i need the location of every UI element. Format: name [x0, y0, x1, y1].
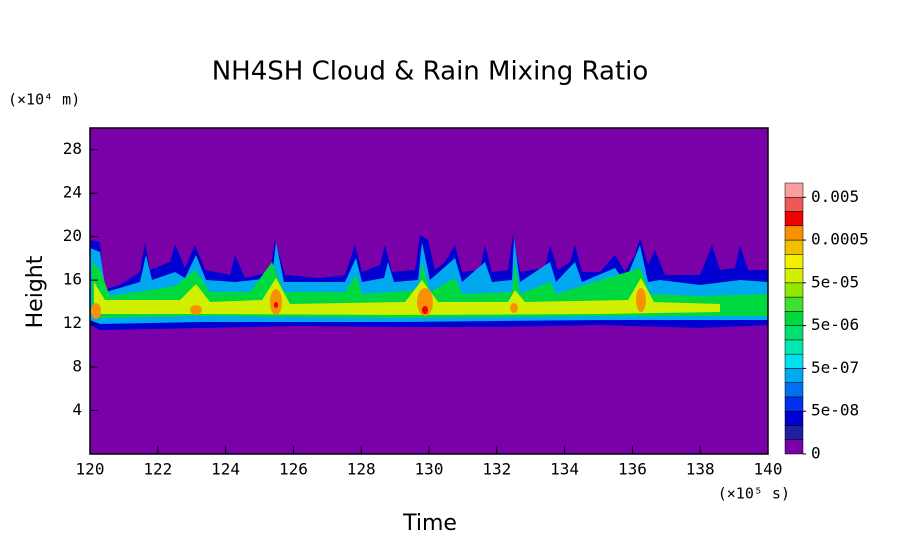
colorbar-tick-label: 5e-07	[811, 358, 859, 377]
colorbar-tick-label: 5e-06	[811, 315, 859, 334]
colorbar-box	[784, 439, 804, 455]
colorbar-box	[784, 182, 804, 198]
colorbar-box	[784, 382, 804, 398]
contour-field	[90, 128, 768, 454]
colorbar-tick-label: 0.0005	[811, 230, 869, 249]
colorbar-tick-label: 0.005	[811, 187, 859, 206]
colorbar-box	[784, 410, 804, 426]
x-tick-label: 134	[550, 460, 579, 479]
y-tick-label: 16	[63, 270, 82, 289]
x-tick-label: 126	[279, 460, 308, 479]
colorbar-box	[784, 425, 804, 440]
colorbar-box	[784, 368, 804, 383]
chart-title: NH4SH Cloud & Rain Mixing Ratio	[212, 57, 649, 87]
x-tick-label: 136	[618, 460, 647, 479]
colorbar-box	[784, 282, 804, 298]
colorbar-box	[784, 325, 804, 341]
y-unit: (×10⁴ m)	[8, 91, 80, 109]
y-axis-label: Height	[23, 255, 48, 328]
colorbar-box	[784, 239, 804, 255]
x-tick-label: 140	[754, 460, 783, 479]
x-tick-label: 132	[482, 460, 511, 479]
colorbar-box	[784, 225, 804, 241]
y-tick-label: 12	[63, 313, 82, 332]
colorbar-box	[784, 197, 804, 212]
colorbar-box	[784, 339, 804, 355]
y-tick-label: 8	[72, 357, 82, 376]
colorbar-box	[784, 353, 804, 369]
colorbar-box	[784, 311, 804, 326]
x-tick-label: 130	[415, 460, 444, 479]
x-tick-label: 128	[347, 460, 376, 479]
x-tick-label: 122	[143, 460, 172, 479]
x-unit: (×10⁵ s)	[718, 485, 790, 503]
colorbar-tick-label: 5e-05	[811, 272, 859, 291]
colorbar-box	[784, 296, 804, 312]
x-tick-label: 138	[686, 460, 715, 479]
colorbar-tick-label: 5e-08	[811, 401, 859, 420]
colorbar-box	[784, 268, 804, 284]
y-tick-label: 20	[63, 226, 82, 245]
colorbar-box	[784, 254, 804, 269]
x-axis-label: Time	[402, 511, 457, 536]
y-tick-label: 28	[63, 139, 82, 158]
colorbar-tick-label: 0	[811, 444, 821, 463]
colorbar-box	[784, 396, 804, 412]
x-tick-label: 124	[211, 460, 240, 479]
y-tick-label: 4	[72, 400, 82, 419]
x-tick-label: 120	[76, 460, 105, 479]
y-tick-label: 24	[63, 183, 82, 202]
colorbar-box	[784, 211, 804, 227]
